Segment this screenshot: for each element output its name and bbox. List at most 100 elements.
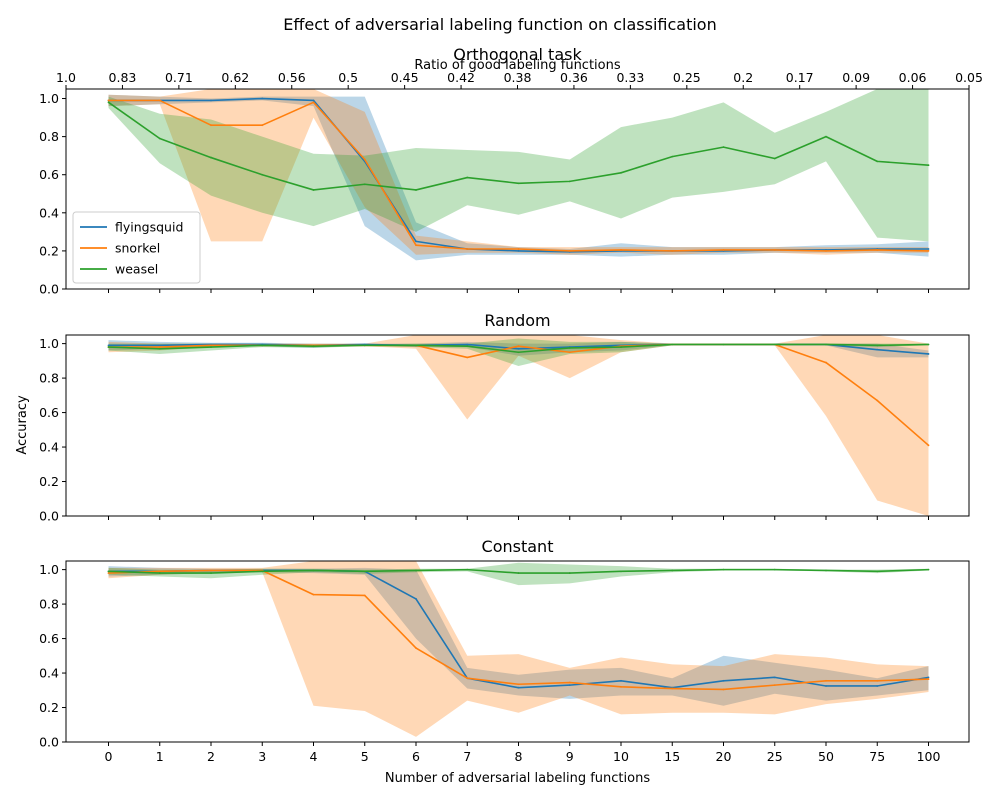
data-point-weasel (415, 569, 417, 572)
y-tick-label: 1.0 (39, 336, 59, 351)
y-tick-label: 0.0 (39, 735, 59, 750)
top-x-tick-label: 0.2 (733, 70, 753, 85)
x-tick-label: 9 (566, 749, 574, 764)
data-point-snorkel (261, 124, 264, 127)
data-point-flyingsquid (415, 598, 417, 600)
data-point-weasel (568, 180, 571, 183)
data-point-snorkel (671, 250, 674, 252)
data-point-weasel (210, 572, 212, 574)
x-tick-label: 50 (818, 749, 834, 764)
x-tick-label: 25 (767, 749, 783, 764)
top-x-tick-label: 0.62 (221, 70, 249, 85)
data-point-weasel (876, 344, 879, 347)
x-tick-label: 5 (361, 749, 369, 764)
y-tick-label: 0.8 (39, 371, 59, 386)
panel-3: 0.0 0.2 0.4 0.6 0.8 1.0 0 1 2 3 4 5 6 7 8 9 10 15 20 25 50 75… (39, 537, 970, 764)
data-point-snorkel (722, 688, 725, 691)
data-point-snorkel (876, 399, 879, 402)
top-x-tick-label: 0.17 (786, 70, 814, 85)
data-point-weasel (312, 345, 315, 348)
data-point-snorkel (773, 684, 776, 687)
data-point-weasel (671, 155, 674, 158)
data-point-weasel (466, 176, 469, 179)
data-point-flyingsquid (927, 676, 930, 679)
data-point-snorkel (825, 679, 827, 682)
data-point-weasel (620, 570, 622, 573)
data-point-flyingsquid (312, 99, 315, 102)
x-tick-label: 1 (156, 749, 164, 764)
data-point-weasel (517, 182, 520, 185)
top-x-tick-label: 0.56 (278, 70, 306, 85)
data-point-snorkel (876, 679, 879, 682)
data-point-weasel (773, 343, 776, 346)
data-point-snorkel (107, 572, 110, 574)
data-point-weasel (210, 346, 212, 348)
data-point-snorkel (825, 361, 827, 364)
data-point-weasel (312, 189, 315, 191)
data-point-weasel (568, 572, 571, 574)
data-point-flyingsquid (517, 686, 520, 689)
x-tick-label: 15 (664, 749, 680, 764)
data-point-flyingsquid (876, 685, 879, 687)
data-point-snorkel (722, 249, 725, 251)
data-point-flyingsquid (415, 240, 417, 243)
data-point-flyingsquid (466, 343, 469, 346)
data-point-weasel (415, 189, 417, 191)
data-point-weasel (671, 569, 674, 572)
data-point-snorkel (517, 683, 520, 686)
legend-label-weasel: weasel (115, 262, 158, 277)
top-x-tick-label: 0.5 (338, 70, 358, 85)
data-point-snorkel (568, 351, 571, 354)
data-point-flyingsquid (825, 685, 827, 687)
y-tick-label: 0.2 (39, 700, 59, 715)
data-point-weasel (927, 568, 930, 571)
panel-title: Constant (482, 537, 554, 556)
data-point-weasel (261, 173, 264, 176)
y-tick-label: 0.4 (39, 205, 59, 220)
top-x-tick-label: 0.33 (616, 70, 644, 85)
data-point-weasel (415, 344, 417, 347)
panel-2: 0.0 0.2 0.4 0.6 0.8 1.0 Random (39, 311, 970, 524)
confidence-band-snorkel (108, 561, 929, 737)
x-tick-label: 75 (869, 749, 885, 764)
data-point-weasel (312, 569, 315, 572)
data-point-snorkel (363, 158, 366, 161)
data-point-snorkel (927, 678, 930, 680)
x-tick-label: 10 (613, 749, 629, 764)
data-point-snorkel (158, 99, 161, 102)
data-point-snorkel (927, 250, 930, 252)
data-point-weasel (363, 344, 366, 347)
panel-title: Random (484, 311, 550, 330)
data-point-snorkel (876, 249, 879, 251)
data-point-weasel (825, 135, 827, 138)
x-axis-label: Number of adversarial labeling functions (385, 771, 650, 786)
data-point-snorkel (620, 249, 622, 251)
data-point-snorkel (568, 681, 571, 684)
data-point-weasel (773, 568, 776, 571)
data-point-snorkel (312, 593, 315, 596)
data-point-weasel (363, 183, 366, 186)
data-point-flyingsquid (722, 679, 725, 682)
x-tick-label: 3 (258, 749, 266, 764)
data-point-weasel (158, 347, 161, 350)
data-point-weasel (876, 570, 879, 573)
data-point-flyingsquid (107, 344, 110, 347)
y-tick-label: 0.4 (39, 666, 59, 681)
data-point-weasel (722, 146, 725, 148)
data-point-weasel (158, 572, 161, 574)
top-x-tick-label: 0.38 (504, 70, 532, 85)
data-point-weasel (210, 156, 212, 159)
y-tick-label: 1.0 (39, 91, 59, 106)
data-point-weasel (722, 568, 725, 571)
data-point-snorkel (415, 244, 417, 247)
data-point-snorkel (825, 250, 827, 252)
data-point-weasel (671, 343, 674, 346)
data-point-flyingsquid (210, 99, 212, 102)
data-point-weasel (363, 570, 366, 573)
top-x-tick-label: 0.36 (560, 70, 588, 85)
data-point-weasel (158, 137, 161, 140)
top-x-tick-label: 0.06 (899, 70, 927, 85)
data-point-snorkel (415, 647, 417, 649)
data-point-snorkel (620, 685, 622, 688)
data-point-weasel (825, 569, 827, 572)
